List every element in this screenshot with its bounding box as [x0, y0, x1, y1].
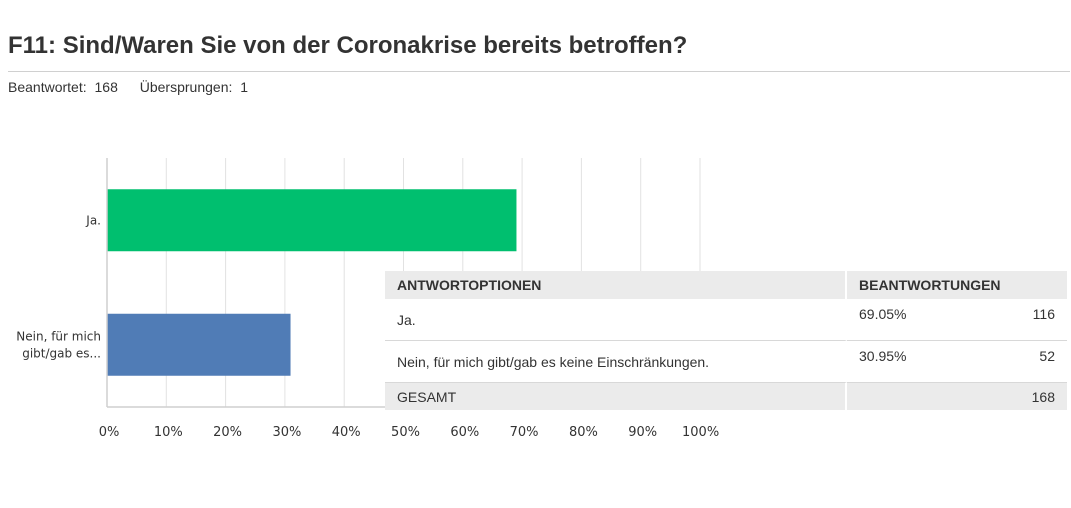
answered-count: 168	[94, 79, 118, 95]
response-table: ANTWORTOPTIONEN BEANTWORTUNGEN Ja. 69.05…	[385, 271, 1067, 410]
chart-labels: 0% 10% 20% 30% 40% 50% 60% 70% 80% 90% 100% Ja. Nein…	[16, 213, 719, 440]
row-percent: 69.05%	[847, 299, 980, 341]
category-label: Ja.	[85, 213, 101, 227]
chart-bars	[107, 189, 517, 376]
row-count: 52	[979, 341, 1067, 383]
skipped-count: 1	[240, 79, 249, 95]
row-option: Nein, für mich gibt/gab es keine Einschr…	[385, 341, 847, 383]
category-label: Nein, für mich gibt/gab es...	[16, 329, 101, 360]
total-row: GESAMT 168	[385, 383, 1067, 410]
table-row: Nein, für mich gibt/gab es keine Einschr…	[385, 341, 1067, 383]
table-row: Ja. 69.05% 116	[385, 299, 1067, 341]
x-tick-label: 30%	[272, 425, 301, 440]
x-tick-label: 0%	[99, 425, 120, 440]
bar	[107, 189, 517, 252]
question-title: F11: Sind/Waren Sie von der Coronakrise …	[8, 32, 688, 59]
row-option: Ja.	[385, 299, 847, 341]
x-tick-label: 70%	[510, 425, 539, 440]
row-percent: 30.95%	[847, 341, 980, 383]
skipped-label: Übersprungen:	[139, 79, 233, 95]
header-answer-options: ANTWORTOPTIONEN	[385, 271, 847, 299]
x-tick-label: 40%	[332, 425, 361, 440]
x-tick-label: 10%	[154, 425, 183, 440]
total-label: GESAMT	[385, 383, 847, 410]
title-divider	[8, 71, 1070, 72]
x-tick-label: 50%	[391, 425, 420, 440]
header-responses: BEANTWORTUNGEN	[847, 271, 1067, 299]
total-count: 168	[979, 383, 1067, 410]
bar	[107, 313, 291, 376]
response-stats: Beantwortet: 168 Übersprungen: 1	[8, 79, 248, 95]
answered-label: Beantwortet:	[8, 79, 87, 95]
row-count: 116	[979, 299, 1067, 341]
x-tick-label: 80%	[569, 425, 598, 440]
x-tick-label: 60%	[450, 425, 479, 440]
x-tick-label: 20%	[213, 425, 242, 440]
total-spacer	[847, 383, 980, 410]
x-tick-label: 100%	[682, 425, 719, 440]
x-tick-label: 90%	[628, 425, 657, 440]
